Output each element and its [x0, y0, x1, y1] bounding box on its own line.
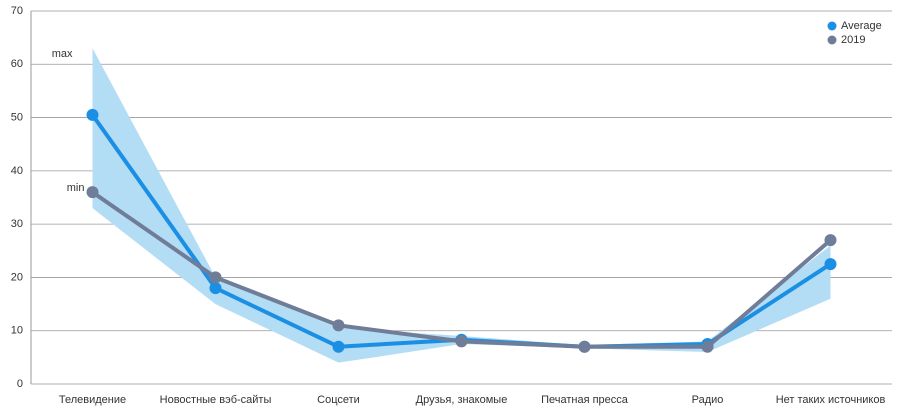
legend-marker [827, 35, 837, 45]
x-tick-label: Соцсети [317, 394, 360, 406]
annotation: min [67, 182, 85, 194]
legend-label: Average [841, 20, 882, 32]
y-tick-label: 0 [17, 378, 23, 390]
series-line [91, 190, 832, 349]
point [86, 108, 99, 121]
point [455, 335, 468, 348]
point [209, 282, 222, 295]
y-tick-label: 70 [11, 5, 23, 17]
point [578, 340, 591, 353]
x-tick-label: Печатная пресса [541, 394, 629, 406]
y-tick-label: 20 [11, 271, 23, 283]
series-line [90, 113, 832, 349]
y-tick-label: 10 [11, 325, 23, 337]
range-band [92, 48, 831, 363]
y-tick-label: 50 [11, 111, 23, 123]
x-tick-label: Новостные вэб-сайты [160, 394, 272, 406]
point [824, 258, 837, 271]
legend-marker [827, 21, 837, 31]
annotation: max [52, 48, 73, 60]
point [209, 271, 222, 284]
y-tick-label: 40 [11, 165, 23, 177]
x-tick-label: Нет таких источников [776, 394, 886, 406]
point [701, 340, 714, 353]
point [332, 319, 345, 332]
y-tick-label: 30 [11, 218, 23, 230]
point [86, 186, 99, 199]
point [824, 234, 837, 247]
x-tick-label: Радио [692, 394, 724, 406]
point [332, 340, 345, 353]
x-tick-label: Друзья, знакомые [416, 394, 508, 406]
legend-label: 2019 [841, 34, 865, 46]
y-tick-label: 60 [11, 58, 23, 70]
x-tick-label: Телевидение [59, 394, 126, 406]
